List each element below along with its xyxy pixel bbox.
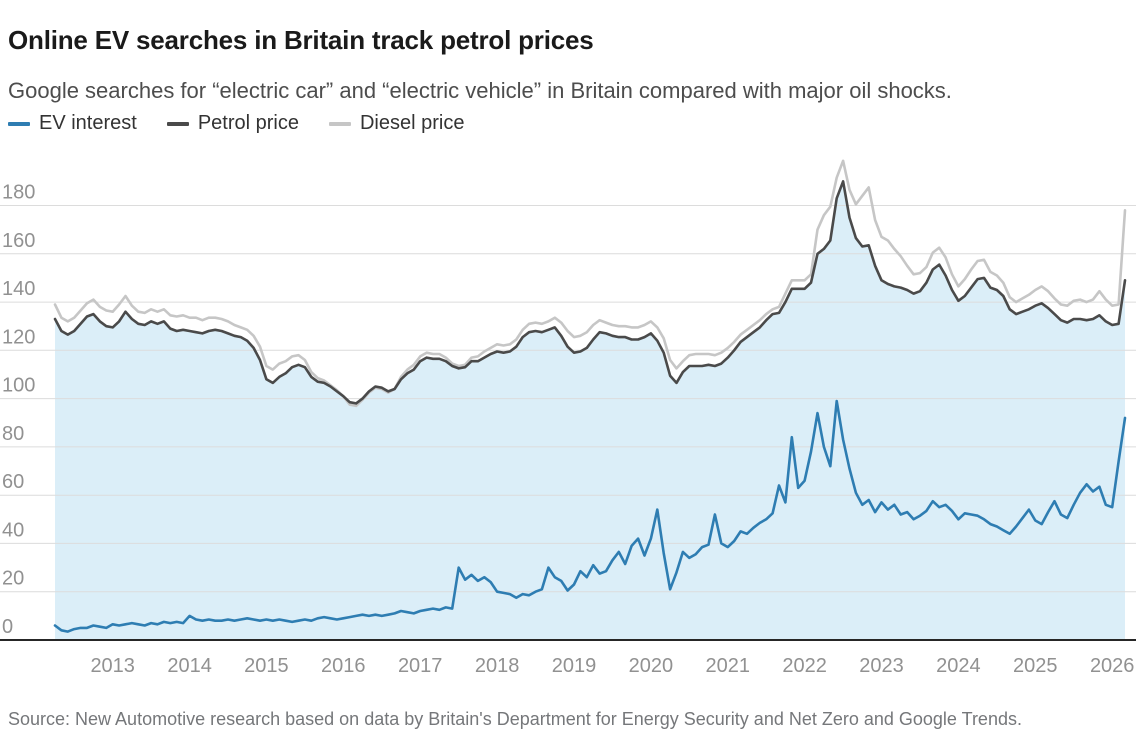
x-axis-label: 2017 [398, 655, 443, 677]
x-axis-label: 2018 [475, 655, 520, 677]
source-attribution: Source: New Automotive research based on… [8, 709, 1022, 729]
petrol-area-fill [55, 181, 1125, 640]
x-axis-label: 2021 [706, 655, 751, 677]
x-axis-label: 2026 [1090, 655, 1135, 677]
y-axis-label: 40 [2, 519, 24, 541]
y-axis-label: 80 [2, 423, 24, 445]
x-axis-label: 2025 [1013, 655, 1058, 677]
y-axis-label: 140 [2, 278, 35, 300]
legend-label: Petrol price [197, 112, 299, 134]
y-axis-label: 20 [2, 568, 24, 590]
petrol-price-swatch-icon [166, 121, 189, 126]
legend-item-petrol-price: Petrol price [166, 112, 299, 135]
x-axis-label: 2019 [552, 655, 597, 677]
y-axis-label: 100 [2, 375, 35, 397]
x-axis-label: 2024 [936, 655, 981, 677]
legend-item-diesel-price: Diesel price [328, 112, 465, 135]
x-axis-label: 2013 [90, 655, 135, 677]
chart-legend: EV interest Petrol price Diesel price [8, 112, 464, 135]
ev-interest-swatch-icon [8, 121, 30, 126]
ev-interest-line [53, 399, 1127, 633]
x-axis-label: 2015 [244, 655, 289, 677]
y-axis-label: 60 [2, 471, 24, 493]
y-axis-label: 160 [2, 230, 35, 252]
petrol-price-line [53, 180, 1127, 405]
x-axis-label: 2022 [782, 655, 827, 677]
y-axis-label: 0 [2, 616, 13, 638]
legend-label: Diesel price [359, 112, 465, 134]
page-title: Online EV searches in Britain track petr… [8, 25, 594, 56]
diesel-price-swatch-icon [328, 121, 351, 126]
page-subtitle: Google searches for “electric car” and “… [8, 78, 952, 103]
y-axis-label: 180 [2, 182, 35, 204]
diesel-price-line [53, 159, 1127, 408]
y-axis-label: 120 [2, 326, 35, 348]
x-axis-label: 2020 [629, 655, 674, 677]
legend-label: EV interest [39, 112, 137, 134]
x-axis-label: 2023 [859, 655, 904, 677]
x-axis-label: 2014 [167, 655, 212, 677]
legend-item-ev-interest: EV interest [8, 112, 137, 135]
x-axis-label: 2016 [321, 655, 366, 677]
